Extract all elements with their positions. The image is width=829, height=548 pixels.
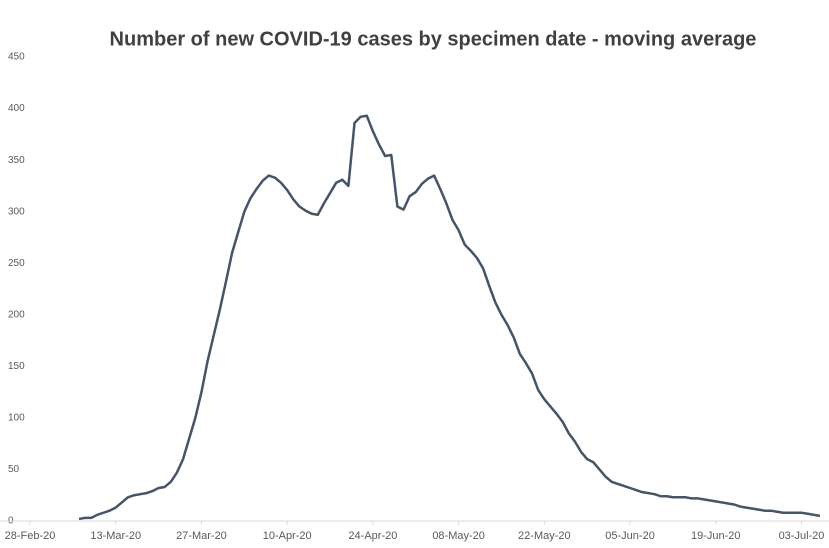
y-tick-label: 450 <box>8 52 25 63</box>
y-tick-label: 150 <box>8 361 25 372</box>
x-tick-label: 27-Mar-20 <box>176 530 227 542</box>
y-tick-label: 50 <box>8 464 20 475</box>
x-tick-label: 05-Jun-20 <box>605 530 655 542</box>
y-tick-label: 200 <box>8 309 25 320</box>
x-tick-label: 19-Jun-20 <box>691 530 741 542</box>
chart-title: Number of new COVID-19 cases by specimen… <box>110 28 757 50</box>
x-tick-label: 08-May-20 <box>432 530 485 542</box>
x-tick-label: 03-Jul-20 <box>779 530 825 542</box>
y-tick-label: 250 <box>8 258 25 269</box>
x-tick-label: 24-Apr-20 <box>348 530 397 542</box>
x-tick-label: 10-Apr-20 <box>263 530 312 542</box>
x-tick-label: 22-May-20 <box>518 530 571 542</box>
x-tick-label: 13-Mar-20 <box>90 530 141 542</box>
y-tick-label: 300 <box>8 206 25 217</box>
y-tick-label: 400 <box>8 103 25 114</box>
y-tick-label: 100 <box>8 413 25 424</box>
data-line <box>78 114 821 521</box>
x-tick-label: 28-Feb-20 <box>5 530 56 542</box>
y-tick-label: 350 <box>8 155 25 166</box>
